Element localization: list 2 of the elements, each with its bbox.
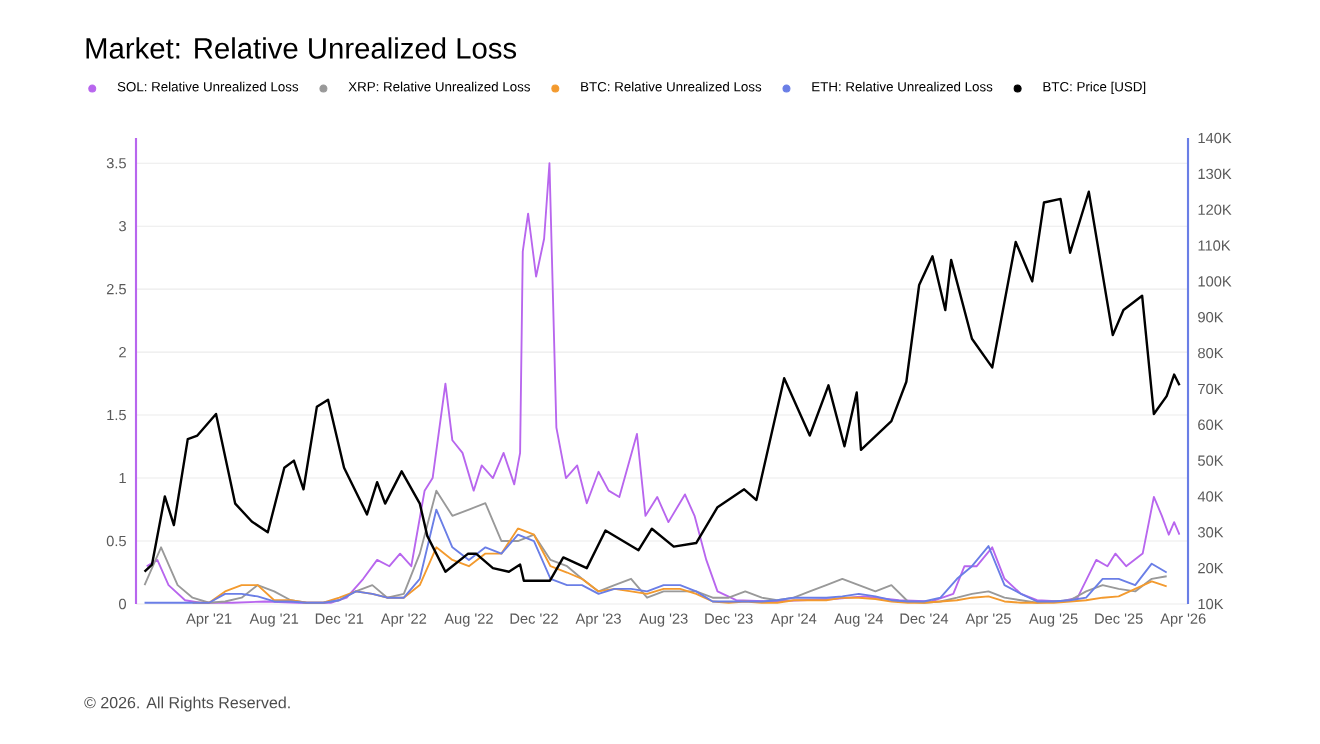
chart-title: Market: Relative Unrealized Loss [86, 37, 517, 59]
text: © 2026. All Rights Reserved. [84, 696, 290, 712]
